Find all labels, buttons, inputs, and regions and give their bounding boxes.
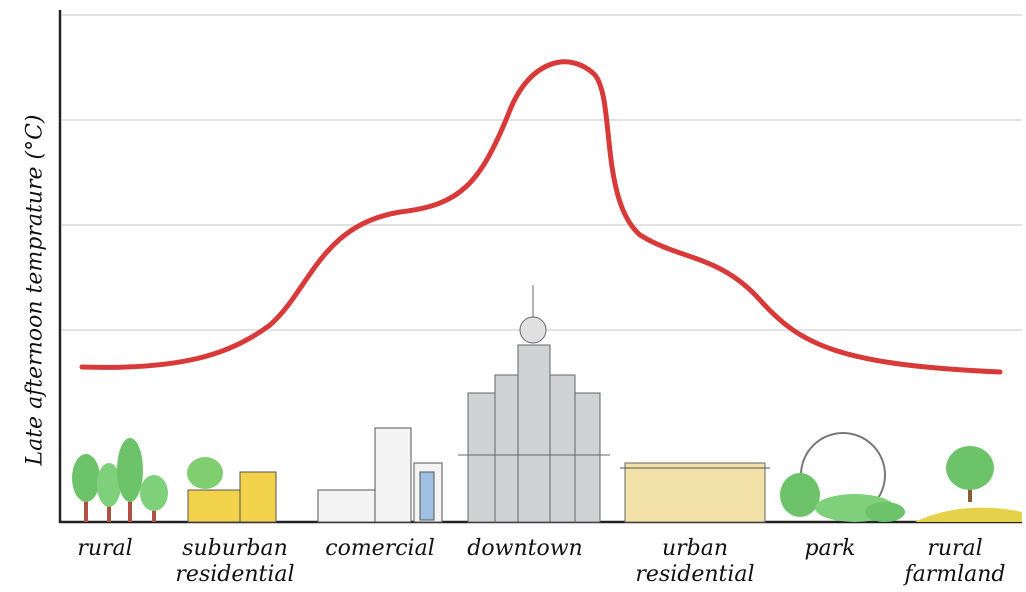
park bbox=[780, 433, 905, 522]
zone-label: rural farmland bbox=[895, 536, 1015, 588]
zone-label: comercial bbox=[305, 536, 455, 562]
y-axis-label: Late afternoon temprature (°C) bbox=[23, 114, 48, 465]
zone-label: rural bbox=[30, 536, 180, 562]
urban-residential-building bbox=[620, 463, 770, 522]
commercial-buildings bbox=[318, 428, 442, 522]
drawing bbox=[0, 0, 1026, 592]
zone-label: downtown bbox=[450, 536, 600, 562]
downtown-buildings bbox=[458, 285, 610, 522]
rural-trees bbox=[72, 438, 168, 522]
zone-label: park bbox=[755, 536, 905, 562]
diagram: Late afternoon temprature (°C) rural sub… bbox=[0, 0, 1026, 592]
zone-label: suburban residential bbox=[160, 536, 310, 588]
suburban-house bbox=[187, 457, 276, 522]
farmland bbox=[915, 446, 1022, 522]
zone-label: urban residential bbox=[620, 536, 770, 588]
guide-lines bbox=[62, 15, 1022, 330]
